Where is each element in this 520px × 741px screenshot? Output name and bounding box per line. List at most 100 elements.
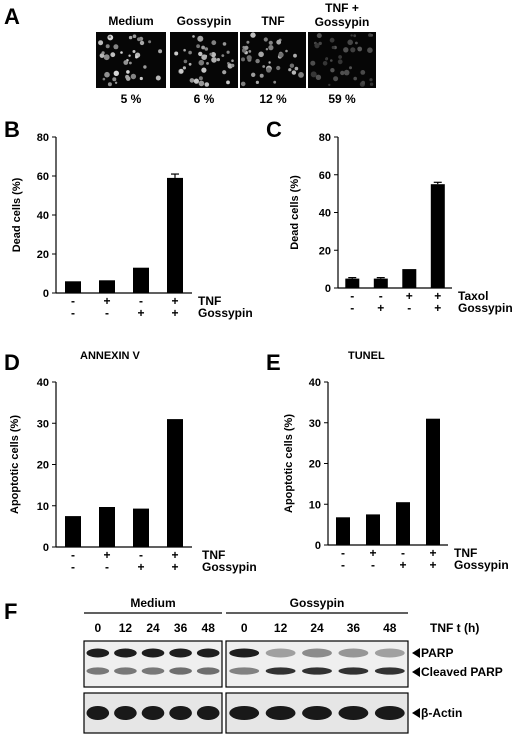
cell-dot: [196, 44, 201, 49]
blot-group-label: Gossypin: [290, 596, 345, 610]
cell-dot: [201, 45, 206, 50]
cell-dot: [174, 51, 179, 56]
chart-title: TUNEL: [348, 350, 385, 362]
cell-dot: [198, 51, 203, 57]
cell-dot: [197, 35, 204, 42]
actin-band: [141, 706, 165, 720]
cell-dot: [240, 81, 246, 87]
cell-dot: [255, 58, 260, 64]
panel-f-blot: F Medium 0 12 24 36 48 Gossypin 0 12 24 36 48 TNF t (…: [4, 596, 503, 734]
cell-dot: [204, 47, 209, 51]
cleaved-parp-band: [114, 667, 137, 675]
panel-d: D ANNEXIN V 0 10 20 30 40 Apoptotic cells (%) - +…: [0, 340, 260, 580]
panel-b: B 0 20 40 60 80 Dead cells (%) - + - + TNF - - + + Gossy…: [0, 105, 260, 320]
actin-band: [114, 706, 137, 720]
time-axis-label: TNF t (h): [430, 621, 479, 635]
chart-title: ANNEXIN V: [80, 350, 141, 362]
bar: [133, 267, 149, 293]
cell-dot: [288, 68, 292, 72]
cell-dot: [325, 57, 328, 61]
condition-sign: +: [137, 306, 144, 320]
cell-dot: [120, 51, 123, 54]
cell-dot: [198, 80, 205, 87]
cell-dot: [113, 70, 120, 77]
cell-dot: [343, 69, 350, 76]
cell-dot: [338, 55, 342, 59]
parp-band: [196, 648, 220, 658]
cell-dot: [192, 35, 195, 38]
blot-box-parp: [225, 640, 409, 688]
band-arrow: [412, 708, 420, 718]
cell-dot: [125, 76, 131, 81]
time-label: 48: [383, 621, 397, 635]
y-axis-label: Apoptotic cells (%): [283, 414, 295, 513]
cell-dot: [250, 32, 256, 38]
cleaved-parp-band: [141, 667, 165, 675]
cleaved-parp-band: [374, 667, 405, 675]
cell-dot: [337, 59, 343, 65]
micrograph-label: Gossypin: [177, 14, 232, 28]
condition-sign: +: [377, 301, 384, 315]
cell-dot: [107, 82, 112, 87]
cell-dot: [262, 65, 266, 68]
bar: [99, 280, 115, 293]
cleaved-parp-band: [265, 667, 296, 675]
actin-band: [196, 706, 220, 720]
actin-band: [265, 706, 296, 720]
cleaved-parp-band: [86, 667, 110, 675]
cell-dot: [294, 66, 299, 71]
condition-sign: -: [341, 546, 345, 560]
condition-sign: -: [105, 560, 109, 574]
bar: [345, 278, 360, 288]
cell-dot: [198, 59, 205, 66]
cell-dot: [105, 44, 110, 49]
cell-dot: [255, 80, 259, 84]
cell-dot: [201, 54, 207, 60]
cell-dot: [268, 61, 271, 64]
cell-dot: [248, 50, 252, 53]
y-tick-label: 0: [43, 288, 49, 300]
cell-dot: [331, 45, 335, 50]
panel-c: C 0 20 40 60 80 Dead cells (%) - - + + Taxol - + - + Gos…: [260, 105, 520, 320]
y-tick-label: 30: [37, 418, 49, 430]
cell-dot: [103, 54, 110, 61]
parp-band: [141, 648, 165, 658]
cell-dot: [112, 77, 117, 82]
condition-sign: +: [171, 294, 178, 308]
cell-dot: [330, 68, 335, 73]
time-label: 12: [274, 621, 288, 635]
y-tick-label: 20: [37, 249, 49, 261]
cell-dot: [259, 73, 264, 78]
cell-dot: [143, 65, 147, 69]
cell-dot: [231, 59, 234, 62]
cleaved-parp-band: [229, 667, 260, 675]
condition-label: Gossypin: [454, 558, 509, 572]
cell-dot: [139, 76, 143, 81]
micrograph-label: Gossypin: [315, 15, 370, 29]
cell-dot: [126, 70, 130, 74]
actin-band: [229, 706, 260, 720]
cell-dot: [139, 40, 145, 46]
condition-sign: -: [350, 301, 354, 315]
cell-dot: [114, 81, 118, 85]
micrograph-image: [308, 32, 376, 88]
cell-dot: [310, 71, 317, 78]
micrograph-label: Medium: [108, 14, 153, 28]
band-arrow: [412, 648, 420, 658]
time-label: 24: [146, 621, 160, 635]
time-label: 12: [119, 621, 133, 635]
bar: [373, 278, 388, 288]
condition-sign: +: [171, 548, 178, 562]
panel-e-letter: E: [266, 350, 281, 375]
panel-a: A Medium 5 % Gossypin 6 % TNF 12 % TNF + Gossypi…: [0, 0, 520, 110]
bar: [366, 514, 380, 545]
y-tick-label: 20: [319, 245, 331, 257]
cleaved-parp-band: [302, 667, 332, 675]
cell-dot: [369, 82, 374, 86]
condition-sign: +: [171, 306, 178, 320]
bar: [65, 281, 81, 293]
condition-label: Taxol: [458, 289, 488, 303]
cell-dot: [129, 61, 132, 65]
